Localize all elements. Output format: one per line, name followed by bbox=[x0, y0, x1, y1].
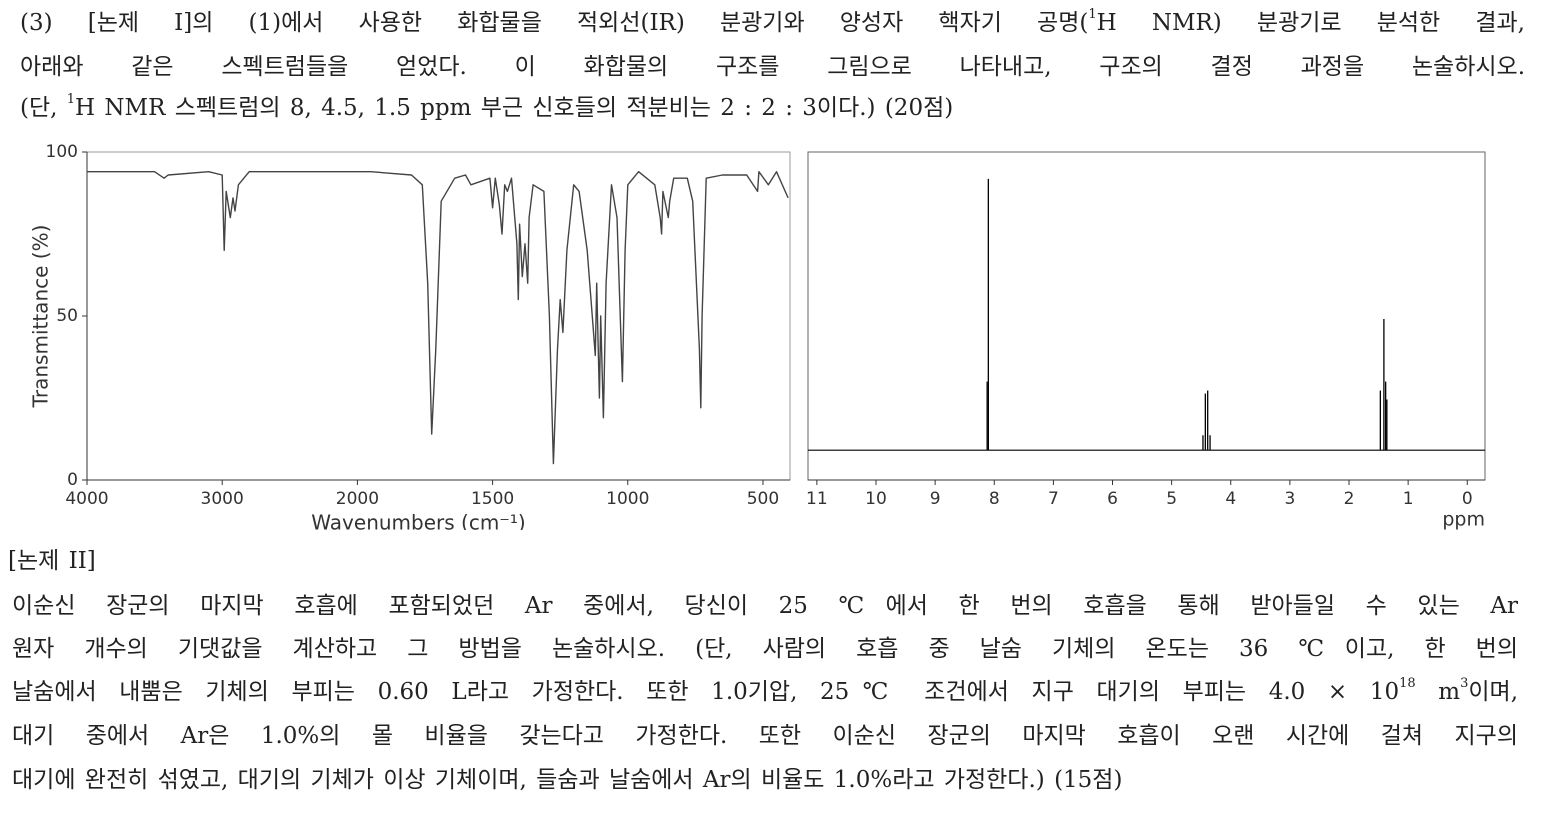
x-tick-label: 5 bbox=[1166, 489, 1177, 509]
text: m bbox=[1415, 679, 1461, 705]
text-line: 아래와 같은 스펙트럼들을 얻었다. 이 화합물의 구조를 그림으로 나타내고,… bbox=[20, 54, 1525, 80]
superscript: 1 bbox=[1088, 7, 1097, 22]
x-tick-label: 1 bbox=[1403, 489, 1414, 509]
text-line: (단, 1H NMR 스펙트럼의 8, 4.5, 1.5 ppm 부근 신호들의… bbox=[20, 93, 953, 123]
x-tick-label: 1000 bbox=[606, 489, 649, 509]
text: (3) [논제 I]의 (1)에서 사용한 화합물을 적외선(IR) 분광기와 … bbox=[20, 10, 1089, 36]
y-tick-label: 50 bbox=[56, 306, 78, 326]
x-tick-label: 8 bbox=[989, 489, 1000, 509]
text: H NMR 스펙트럼의 8, 4.5, 1.5 ppm 부근 신호들의 적분비는… bbox=[75, 95, 954, 121]
x-tick-label: 3 bbox=[1284, 489, 1295, 509]
x-tick-label: 4 bbox=[1225, 489, 1236, 509]
x-tick-label: 9 bbox=[930, 489, 941, 509]
x-tick-label: 11 bbox=[806, 489, 828, 509]
y-tick-label: 100 bbox=[46, 142, 78, 162]
text-line: 날숨에서 내뿜은 기체의 부피는 0.60 L라고 가정한다. 또한 1.0기압… bbox=[12, 677, 1518, 707]
x-tick-label: 2000 bbox=[336, 489, 379, 509]
spectrum-line bbox=[87, 170, 789, 465]
x-tick-label: 10 bbox=[865, 489, 887, 509]
text-line: 원자 개수의 기댓값을 계산하고 그 방법을 논술하시오. (단, 사람의 호흡… bbox=[12, 636, 1518, 662]
x-axis-label: ppm bbox=[1442, 509, 1485, 531]
section-title: [논제 II] bbox=[8, 548, 96, 574]
x-tick-label: 4000 bbox=[65, 489, 108, 509]
text: H NMR) 분광기로 분석한 결과, bbox=[1096, 10, 1525, 36]
x-tick-label: 500 bbox=[747, 489, 779, 509]
text: (단, bbox=[20, 95, 67, 121]
plot-frame bbox=[86, 151, 791, 481]
y-axis-label: Transmittance (%) bbox=[29, 225, 53, 409]
x-tick-label: 0 bbox=[1462, 489, 1473, 509]
y-tick-label: 0 bbox=[67, 470, 78, 490]
text-line: 이순신 장군의 마지막 호흡에 포함되었던 Ar 중에서, 당신이 25 ℃에서… bbox=[12, 593, 1518, 619]
x-tick-label: 3000 bbox=[201, 489, 244, 509]
text: 날숨에서 내뿜은 기체의 부피는 0.60 L라고 가정한다. 또한 1.0기압… bbox=[12, 679, 1400, 705]
x-tick-label: 7 bbox=[1048, 489, 1059, 509]
text-line: (3) [논제 I]의 (1)에서 사용한 화합물을 적외선(IR) 분광기와 … bbox=[20, 8, 1525, 38]
text-line: 대기 중에서 Ar은 1.0%의 몰 비율을 갖는다고 가정한다. 또한 이순신… bbox=[12, 723, 1518, 749]
text-line: 대기에 완전히 섞였고, 대기의 기체가 이상 기체이며, 들숨과 날숨에서 A… bbox=[12, 767, 1123, 793]
superscript: 18 bbox=[1399, 676, 1416, 691]
superscript: 3 bbox=[1460, 676, 1469, 691]
x-tick-label: 2 bbox=[1344, 489, 1355, 509]
spectra: 4000 3000 2000 1500 1000 500050100Transmittan… bbox=[29, 142, 1486, 531]
x-axis-label: Wavenumbers (cm⁻¹) bbox=[311, 511, 525, 531]
x-tick-label: 1500 bbox=[471, 489, 514, 509]
text: 이며, bbox=[1468, 679, 1519, 705]
superscript: 1 bbox=[66, 92, 76, 107]
x-tick-label: 6 bbox=[1107, 489, 1118, 509]
